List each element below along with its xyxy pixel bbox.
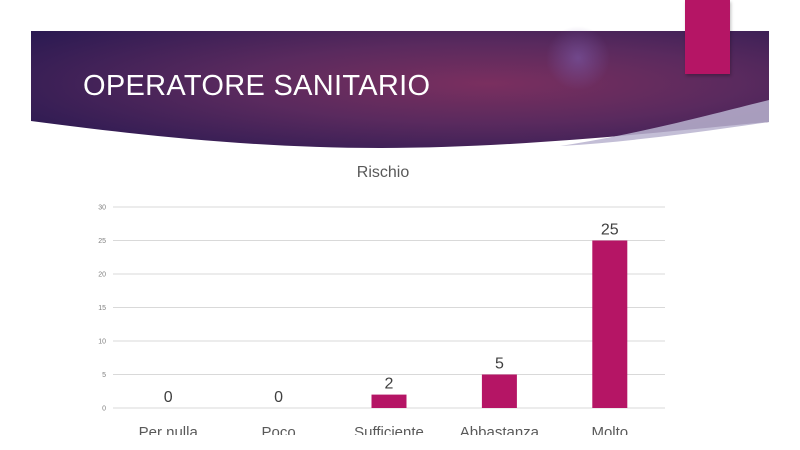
chart: Rischio 0 5 10 15 20 25 30 Per nulla Poco Suffic… bbox=[0, 150, 800, 435]
chart-bars bbox=[371, 240, 628, 408]
header-banner bbox=[0, 0, 800, 160]
accent-tab bbox=[685, 0, 730, 74]
chart-y-axis: 0 5 10 15 20 25 30 bbox=[98, 205, 106, 413]
y-tick-label: 10 bbox=[98, 339, 106, 346]
x-category-label: Poco bbox=[261, 424, 295, 435]
chart-title: Rischio bbox=[357, 164, 410, 181]
bar bbox=[481, 374, 517, 408]
data-label: 0 bbox=[164, 389, 173, 406]
x-category-label: Sufficiente bbox=[354, 424, 424, 435]
bar bbox=[592, 240, 628, 408]
slide-title: OPERATORE SANITARIO bbox=[83, 70, 431, 102]
x-category-label: Per nulla bbox=[139, 424, 199, 435]
data-label: 5 bbox=[495, 356, 504, 373]
x-category-label: Molto bbox=[591, 424, 628, 435]
data-label: 2 bbox=[385, 376, 394, 393]
y-tick-label: 5 bbox=[102, 372, 106, 379]
y-tick-label: 30 bbox=[98, 205, 106, 212]
y-tick-label: 0 bbox=[102, 406, 106, 413]
y-tick-label: 20 bbox=[98, 272, 106, 279]
bar bbox=[371, 394, 407, 408]
y-tick-label: 25 bbox=[98, 238, 106, 245]
y-tick-label: 15 bbox=[98, 305, 106, 312]
x-category-label: Abbastanza bbox=[460, 424, 540, 435]
data-label: 0 bbox=[274, 389, 283, 406]
data-label: 25 bbox=[601, 222, 619, 239]
chart-x-axis: Per nulla Poco Sufficiente Abbastanza Molto bbox=[139, 424, 629, 435]
